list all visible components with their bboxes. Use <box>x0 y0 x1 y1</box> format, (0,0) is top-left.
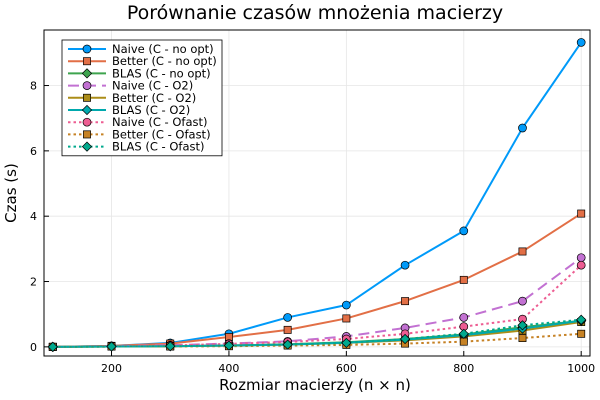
data-point <box>576 314 587 325</box>
legend-item: Better (C - no opt) <box>68 54 217 68</box>
y-tick-label: 4 <box>30 210 37 223</box>
legend-label: Naive (C - Ofast) <box>112 115 208 129</box>
data-point <box>577 329 586 338</box>
series-group <box>47 38 587 352</box>
axis-ticks: 200 400 600 800 1000 0 2 4 6 8 <box>30 80 595 375</box>
data-point <box>518 334 527 342</box>
data-point <box>401 297 410 306</box>
legend-marker <box>81 141 93 152</box>
data-point <box>459 226 469 236</box>
data-point <box>282 339 293 350</box>
data-point <box>517 320 528 331</box>
legend-label: BLAS (C - Ofast) <box>112 140 205 154</box>
data-point <box>342 314 351 323</box>
y-tick-label: 6 <box>30 145 37 158</box>
data-point <box>47 341 58 352</box>
y-axis-title: Czas (s) <box>2 163 20 223</box>
y-tick-label: 2 <box>30 276 37 289</box>
x-tick-label: 600 <box>336 362 357 375</box>
data-point <box>283 313 292 322</box>
series-4 <box>48 253 586 352</box>
x-axis-title: Rozmiar macierzy (n × n) <box>219 376 411 394</box>
legend-marker <box>83 57 91 66</box>
data-point <box>165 341 176 352</box>
legend-label: Better (C - Ofast) <box>112 127 211 141</box>
legend-marker <box>82 117 92 127</box>
data-point <box>283 325 292 334</box>
legend-item: Naive (C - no opt) <box>68 42 214 56</box>
data-point <box>576 260 586 270</box>
series-line <box>52 212 582 348</box>
data-point <box>106 341 117 352</box>
series-9 <box>47 314 587 352</box>
legend: Naive (C - no opt)Better (C - no opt)BLA… <box>61 39 223 157</box>
x-tick-label: 200 <box>101 362 122 375</box>
data-point <box>459 275 468 284</box>
legend-item: Naive (C - Ofast) <box>68 115 208 129</box>
plot-frame <box>43 29 591 357</box>
legend-marker <box>81 68 93 79</box>
legend-marker <box>81 104 93 116</box>
chart-title: Porównanie czasów mnożenia macierzy <box>127 2 503 24</box>
legend-label: Naive (C - O2) <box>112 79 193 93</box>
data-point <box>459 313 469 322</box>
legend-label: BLAS (C - no opt) <box>112 66 211 80</box>
legend-marker <box>83 93 91 102</box>
data-point <box>223 340 235 351</box>
legend-label: Better (C - O2) <box>112 91 196 105</box>
legend-marker <box>83 130 91 139</box>
series-7 <box>48 260 586 352</box>
legend-label: Better (C - no opt) <box>112 54 217 68</box>
data-point <box>458 328 469 339</box>
x-tick-label: 800 <box>453 362 474 375</box>
data-point <box>577 209 586 218</box>
data-point <box>518 123 527 133</box>
data-point <box>576 38 586 47</box>
data-point <box>341 337 352 349</box>
legend-marker <box>82 44 92 54</box>
data-point <box>459 337 468 346</box>
x-tick-label: 1000 <box>567 362 595 375</box>
data-point <box>576 253 586 263</box>
legend-item: Naive (C - O2) <box>68 79 193 93</box>
data-point <box>342 300 351 310</box>
data-point <box>518 296 527 306</box>
data-point <box>399 333 411 345</box>
legend-item: BLAS (C - O2) <box>68 103 190 117</box>
y-tick-label: 0 <box>30 341 37 354</box>
legend-item: BLAS (C - Ofast) <box>68 140 205 154</box>
x-tick-label: 400 <box>218 362 239 375</box>
data-point <box>400 260 410 270</box>
data-point <box>518 247 527 256</box>
legend-item: BLAS (C - no opt) <box>68 66 211 80</box>
y-tick-label: 8 <box>30 80 37 93</box>
legend-label: BLAS (C - O2) <box>112 103 190 117</box>
legend-item: Better (C - O2) <box>68 91 196 105</box>
legend-item: Better (C - Ofast) <box>68 127 211 141</box>
legend-label: Naive (C - no opt) <box>112 42 214 56</box>
series-line <box>52 318 582 348</box>
legend-marker <box>82 81 92 90</box>
